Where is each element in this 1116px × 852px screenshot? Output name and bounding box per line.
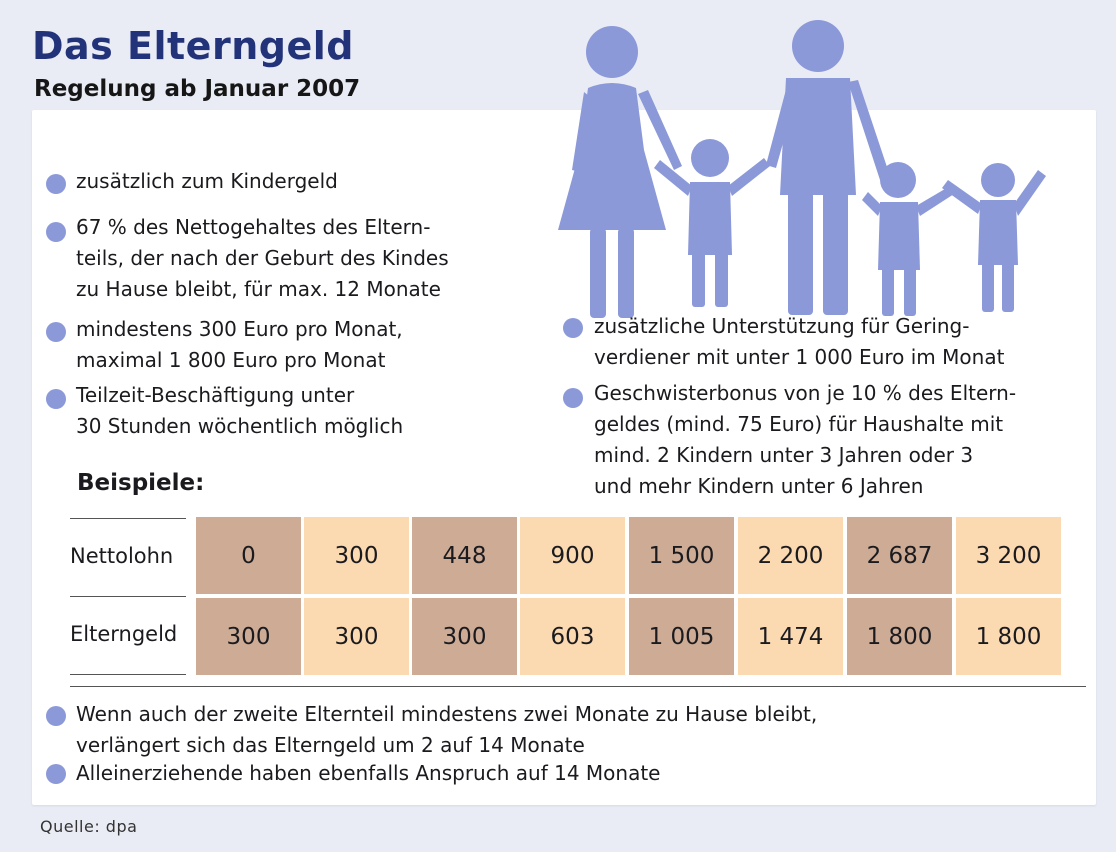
bullet-dot-icon xyxy=(46,389,66,409)
bullet-geschwisterbonus: Geschwisterbonus von je 10 % des Eltern-… xyxy=(594,381,1017,498)
table-cell: 603 xyxy=(520,598,625,675)
table-cell: 1 474 xyxy=(738,598,843,675)
table-cell: 900 xyxy=(520,517,625,594)
table-footer-rule xyxy=(70,686,1086,687)
row-label-nettolohn: Nettolohn xyxy=(70,544,174,568)
table-cell: 300 xyxy=(304,598,409,675)
family-illustration-icon xyxy=(558,20,1046,318)
page-subtitle: Regelung ab Januar 2007 xyxy=(34,76,361,102)
bullet-dot-icon xyxy=(46,764,66,784)
table-cell: 300 xyxy=(196,598,301,675)
table-cell: 2 200 xyxy=(738,517,843,594)
page-title: Das Elterngeld xyxy=(32,24,354,68)
mother-head xyxy=(586,26,638,78)
bullet-zweiter-elternteil: Wenn auch der zweite Elternteil mindeste… xyxy=(76,702,818,757)
table-cell: 1 005 xyxy=(629,598,734,675)
bullet-kindergeld: zusätzlich zum Kindergeld xyxy=(76,169,338,193)
table-cell: 2 687 xyxy=(847,517,952,594)
table-cell: 1 500 xyxy=(629,517,734,594)
bullet-nettogehalt: 67 % des Nettogehaltes des Eltern- teils… xyxy=(76,215,449,301)
table-rule-middle xyxy=(70,596,186,597)
bullet-dot-icon xyxy=(46,222,66,242)
table-cell: 300 xyxy=(412,598,517,675)
table-cell: 448 xyxy=(412,517,517,594)
table-cell: 1 800 xyxy=(956,598,1061,675)
bullet-dot-icon xyxy=(46,706,66,726)
table-cell: 0 xyxy=(196,517,301,594)
bullet-dot-icon xyxy=(46,174,66,194)
table-cell: 3 200 xyxy=(956,517,1061,594)
bullet-mindestens: mindestens 300 Euro pro Monat, maximal 1… xyxy=(76,317,403,372)
bullet-geringverdiener: zusätzliche Unterstützung für Gering- ve… xyxy=(594,314,1005,369)
bullet-teilzeit: Teilzeit-Beschäftigung unter 30 Stunden … xyxy=(76,383,404,438)
row-label-elterngeld: Elterngeld xyxy=(70,622,178,646)
bullet-dot-icon xyxy=(46,322,66,342)
table-cell: 1 800 xyxy=(847,598,952,675)
source-credit: Quelle: dpa xyxy=(40,817,138,836)
table-cell: 300 xyxy=(304,517,409,594)
table-rule-bottom xyxy=(70,674,186,675)
bullet-dot-icon xyxy=(563,388,583,408)
bullet-alleinerziehende: Alleinerziehende haben ebenfalls Anspruc… xyxy=(76,761,661,785)
examples-heading: Beispiele: xyxy=(77,470,205,496)
table-rule-top xyxy=(70,518,186,519)
bullet-dot-icon xyxy=(563,318,583,338)
